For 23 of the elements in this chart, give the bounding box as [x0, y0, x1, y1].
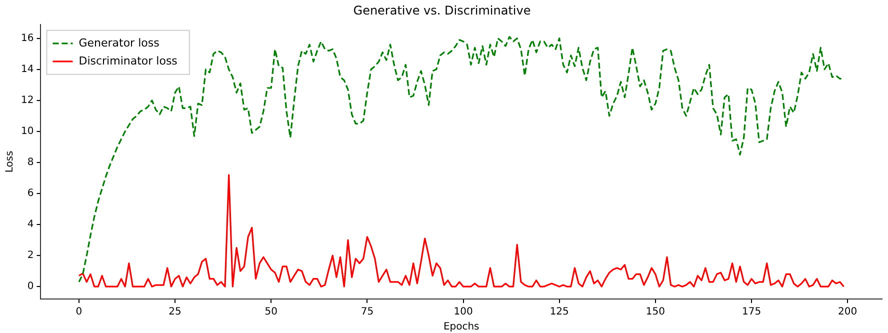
x-axis-title: Epochs: [443, 322, 480, 333]
x-tick-label: 75: [360, 306, 374, 318]
y-tick-label: 8: [27, 157, 34, 168]
chart-title: Generative vs. Discriminative: [353, 3, 531, 18]
y-tick-label: 10: [20, 126, 34, 138]
y-tick-label: 0: [27, 281, 34, 292]
x-tick-label: 100: [454, 306, 473, 318]
x-tick-label: 175: [742, 306, 762, 318]
legend-label: Discriminator loss: [78, 54, 178, 68]
x-tick-label: 200: [838, 306, 858, 318]
y-tick-label: 4: [27, 219, 34, 230]
y-tick-label: 6: [27, 188, 34, 200]
x-tick-label: 125: [550, 306, 569, 318]
y-tick-label: 2: [27, 250, 34, 262]
y-tick-label: 12: [20, 95, 34, 106]
y-tick-label: 14: [20, 64, 34, 75]
x-tick-label: 50: [264, 306, 278, 318]
x-tick-label: 0: [76, 306, 82, 318]
x-tick-label: 25: [168, 306, 182, 318]
legend-label: Generator loss: [78, 36, 160, 50]
y-axis-title: Loss: [4, 150, 16, 173]
x-tick-label: 150: [646, 306, 665, 318]
y-tick-label: 16: [20, 32, 34, 44]
